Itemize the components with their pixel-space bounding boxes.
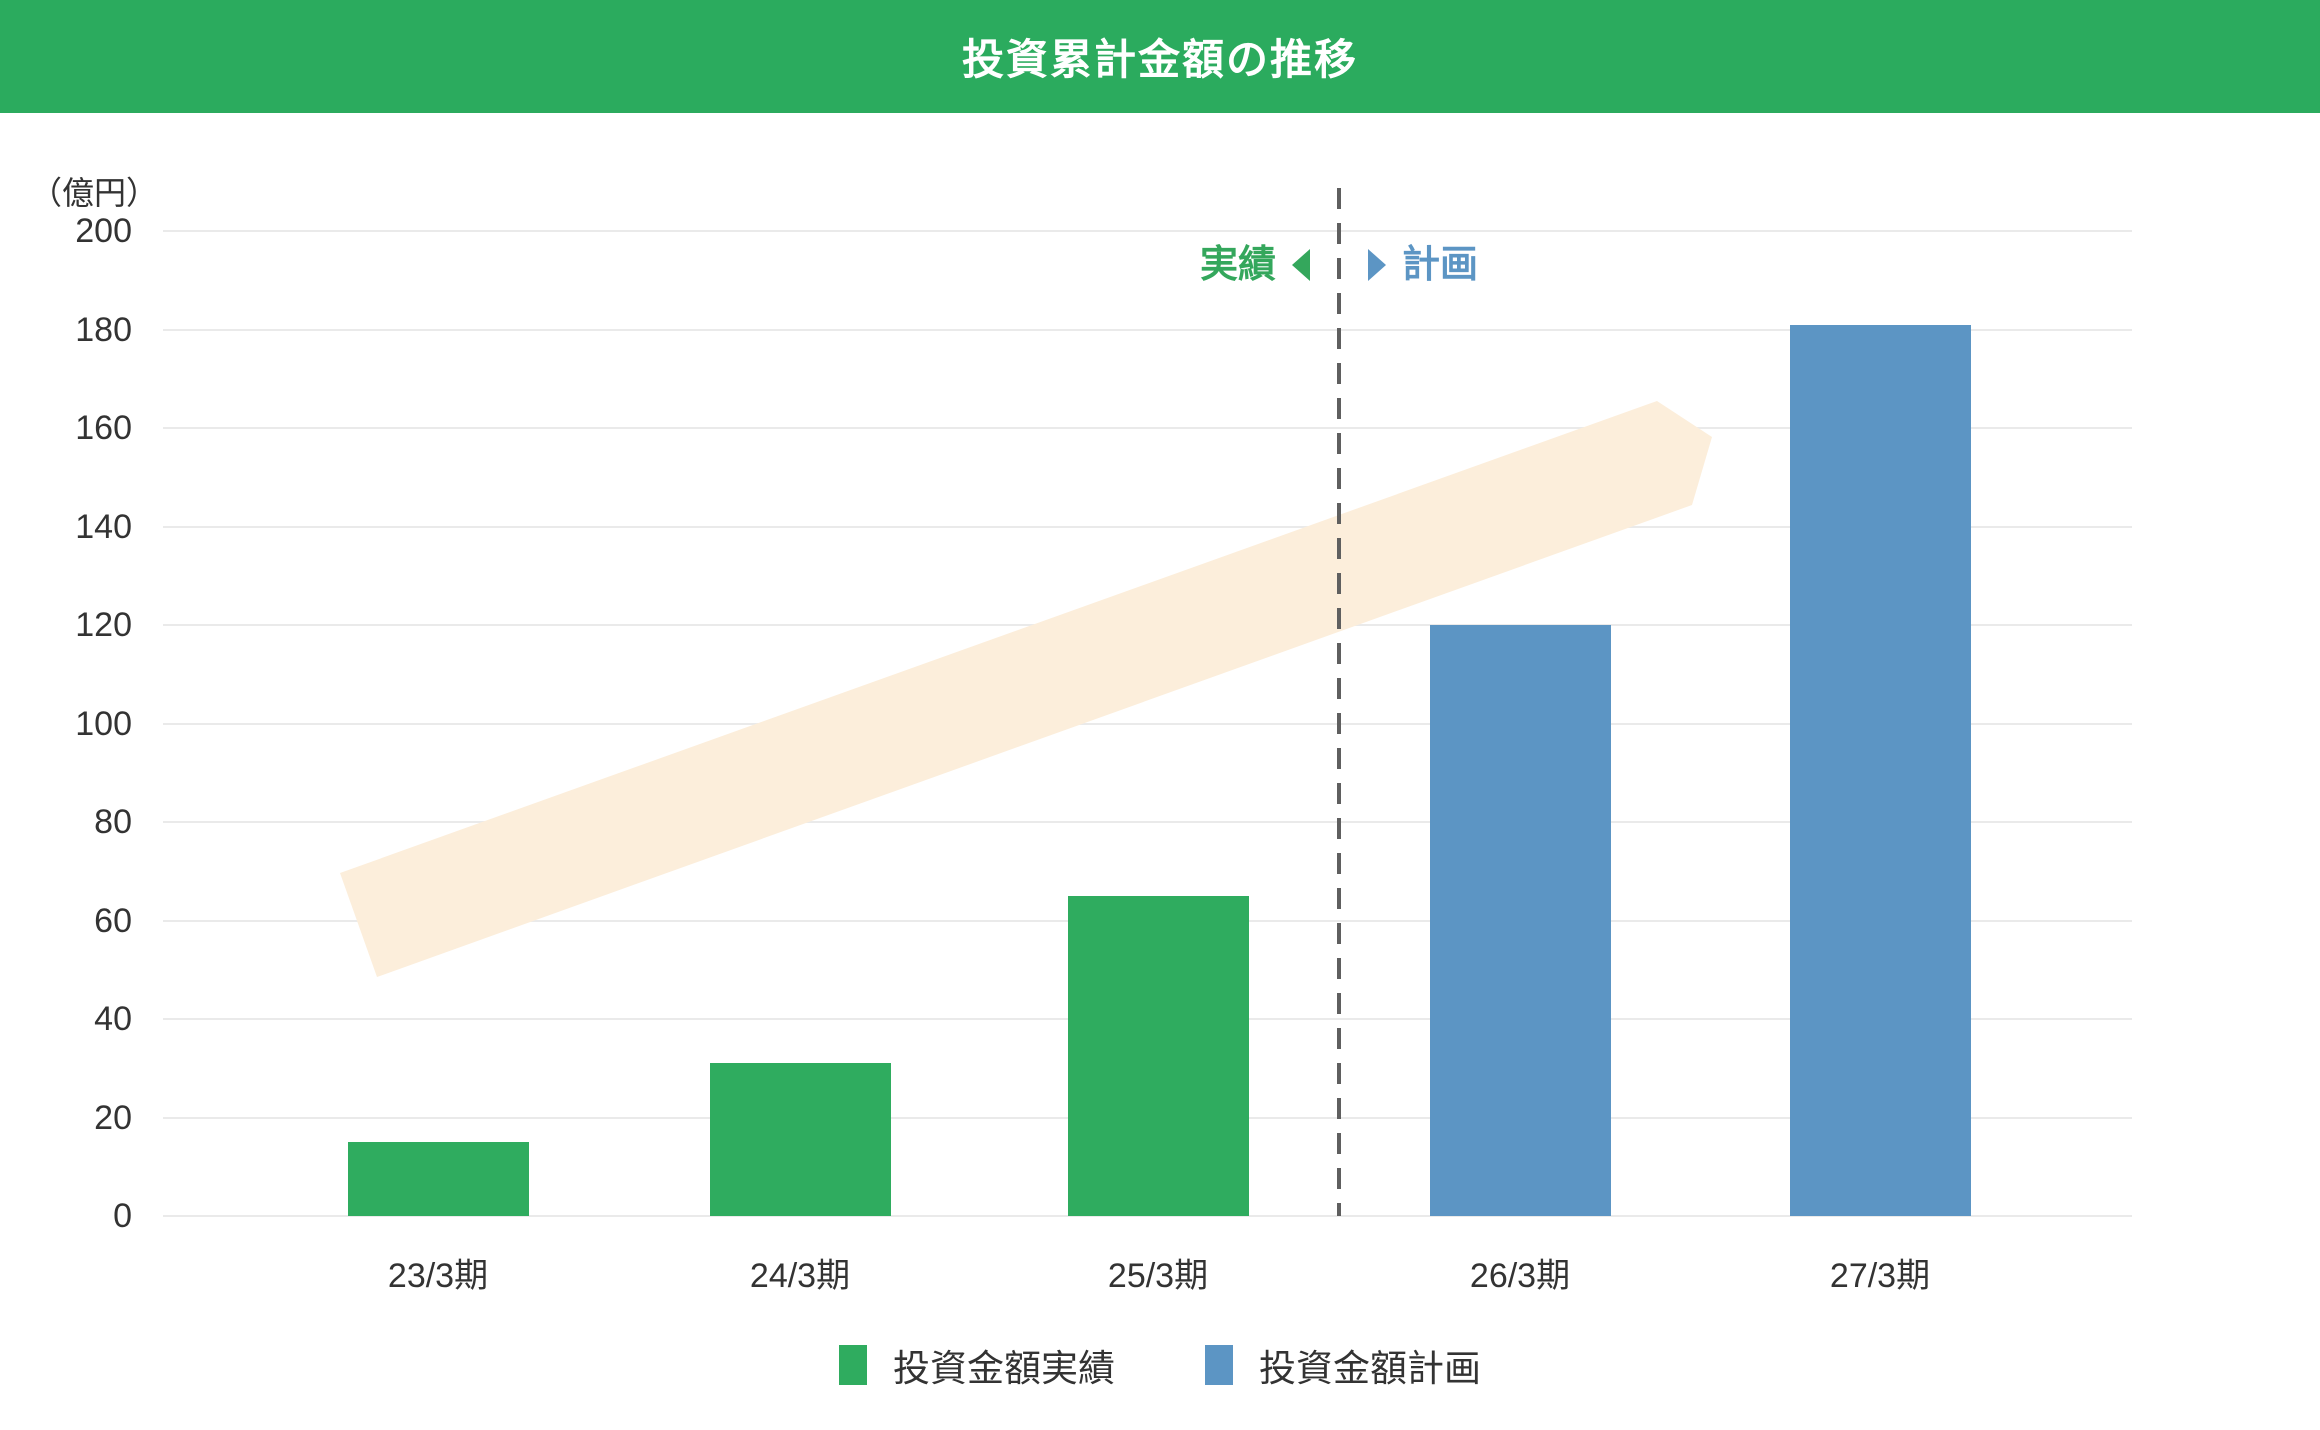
- right-triangle-icon: [1368, 249, 1386, 281]
- legend: 投資金額実績 投資金額計画: [0, 1338, 2320, 1392]
- title-bar: 投資累計金額の推移: [0, 0, 2320, 113]
- y-axis-tick-40: 40: [94, 1000, 132, 1038]
- y-axis-tick-60: 60: [94, 901, 132, 940]
- x-axis-label-23/3期: 23/3期: [387, 1257, 489, 1295]
- y-axis-tick-100: 100: [75, 704, 132, 743]
- y-axis-tick-140: 140: [75, 507, 132, 546]
- x-axis-label-26/3期: 26/3期: [1469, 1257, 1571, 1295]
- y-axis-tick-160: 160: [75, 409, 132, 447]
- gridline-0: [163, 1215, 2132, 1217]
- y-axis-tick-20: 20: [94, 1098, 132, 1137]
- bar-actual-25/3期: [1067, 895, 1249, 1216]
- plan-label: 計画: [1402, 244, 1479, 286]
- plan-swatch-icon: [1205, 1345, 1233, 1385]
- legend-label-plan: 投資金額計画: [1259, 1348, 1481, 1389]
- y-axis-tick-200: 200: [75, 212, 132, 250]
- y-axis-unit-label: （億円）: [30, 175, 159, 211]
- gridline-200: [163, 230, 2132, 232]
- y-axis-tick-0: 0: [113, 1197, 132, 1235]
- x-axis-label-24/3期: 24/3期: [749, 1257, 851, 1295]
- y-axis-tick-80: 80: [94, 803, 132, 841]
- page-title: 投資累計金額の推移: [961, 36, 1358, 83]
- y-axis-tick-120: 120: [75, 606, 132, 644]
- x-axis-label-25/3期: 25/3期: [1107, 1257, 1209, 1295]
- y-axis-tick-180: 180: [75, 310, 132, 349]
- legend-item-plan: 投資金額計画: [1205, 1338, 1481, 1392]
- x-axis-label-27/3期: 27/3期: [1829, 1257, 1931, 1295]
- divider-labels: 実績 計画: [1200, 238, 1478, 292]
- bar-plan-27/3期: [1789, 324, 1971, 1216]
- legend-label-actual: 投資金額実績: [893, 1348, 1115, 1389]
- actual-label: 実績: [1199, 244, 1276, 286]
- legend-item-actual: 投資金額実績: [839, 1338, 1115, 1392]
- divider-gap: [1326, 265, 1352, 266]
- bar-actual-24/3期: [709, 1063, 891, 1216]
- left-triangle-icon: [1292, 249, 1310, 281]
- bar-plan-26/3期: [1429, 625, 1611, 1216]
- bar-actual-23/3期: [347, 1142, 529, 1216]
- actual-swatch-icon: [839, 1345, 867, 1385]
- gridline-180: [163, 328, 2132, 331]
